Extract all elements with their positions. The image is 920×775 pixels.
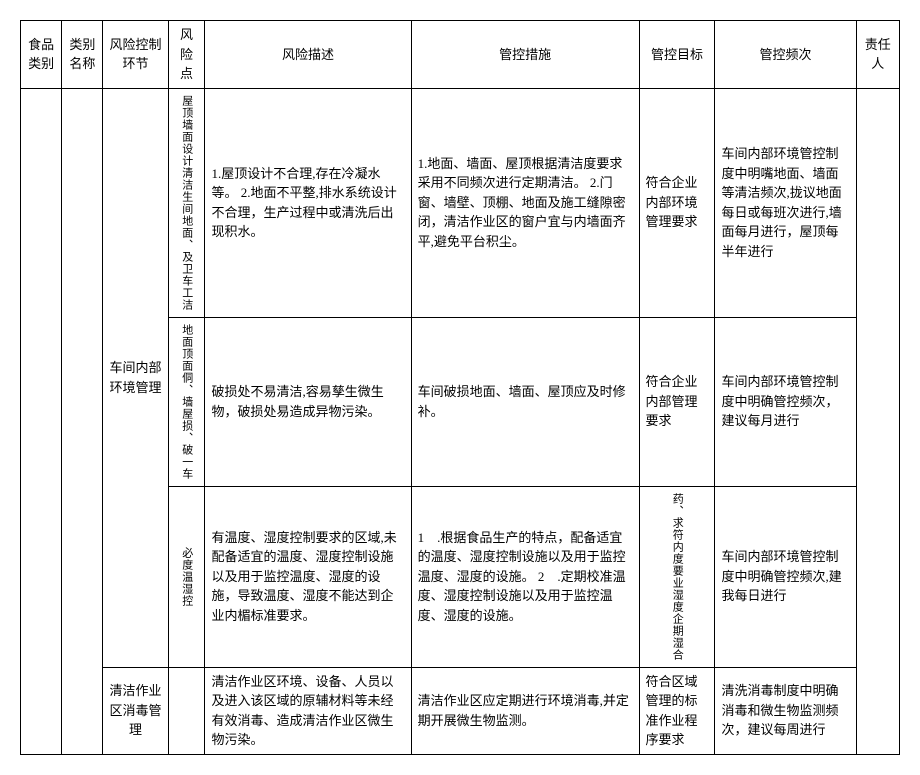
- header-category-name: 类别名称: [62, 21, 103, 89]
- header-food-category: 食品类别: [21, 21, 62, 89]
- cell-freq: 清洗消毒制度中明确消毒和微生物监测频次，建议每周进行: [715, 667, 856, 754]
- cell-measure: 清洁作业区应定期进行环境消毒,并定期开展微生物监测。: [411, 667, 639, 754]
- cell-risk-point: 屋顶墙面设计清洁生间地面、及卫车工洁: [168, 88, 205, 317]
- header-measure: 管控措施: [411, 21, 639, 89]
- cell-risk-desc: 1.屋顶设计不合理,存在冷凝水等。 2.地面不平整,排水系统设计不合理，生产过程…: [205, 88, 411, 317]
- cell-freq: 车间内部环境管控制度中明嘴地面、墙面等清洁频次,拢议地面每日或每班次进行,墙面每…: [715, 88, 856, 317]
- cell-measure: 1 .根据食品生产的特点，配备适宜的温度、湿度控制设施以及用于监控温度、湿度的设…: [411, 486, 639, 667]
- table-row: 清洁作业区消毒管理 清洁作业区环境、设备、人员以及进入该区域的原辅材料等未经有效…: [21, 667, 900, 754]
- header-risk-point: 风险点: [168, 21, 205, 89]
- cell-freq: 车间内部环境管控制度中明确管控频次,建我每日进行: [715, 486, 856, 667]
- cell-risk-desc: 有温度、湿度控制要求的区域,未配备适宜的温度、湿度控制设施以及用于监控温度、湿度…: [205, 486, 411, 667]
- cell-freq: 车间内部环境管控制度中明确管控频次，建议每月进行: [715, 317, 856, 486]
- risk-control-table: 食品类别 类别名称 风险控制环节 风险点 风险描述 管控措施 管控目标 管控频次…: [20, 20, 900, 755]
- cell-target: 药、求符内度要业湿度企期湿合: [639, 486, 715, 667]
- header-row: 食品类别 类别名称 风险控制环节 风险点 风险描述 管控措施 管控目标 管控频次…: [21, 21, 900, 89]
- cell-risk-point: [168, 667, 205, 754]
- header-resp: 责任人: [856, 21, 899, 89]
- cell-risk-point: 地面顶面侗、墙屋损、破一车: [168, 317, 205, 486]
- header-risk-desc: 风险描述: [205, 21, 411, 89]
- cell-food-category: [21, 88, 62, 754]
- cell-target: 符合企业内部环境管理要求: [639, 88, 715, 317]
- header-risk-link: 风险控制环节: [103, 21, 168, 89]
- cell-resp: [856, 88, 899, 754]
- cell-category-name: [62, 88, 103, 754]
- cell-risk-desc: 破损处不易清洁,容易孳生微生物，破损处易造成异物污染。: [205, 317, 411, 486]
- cell-risk-desc: 清洁作业区环境、设备、人员以及进入该区域的原辅材料等未经有效消毒、造成清洁作业区…: [205, 667, 411, 754]
- header-target: 管控目标: [639, 21, 715, 89]
- cell-measure: 1.地面、墙面、屋顶根据清洁度要求采用不同频次进行定期清洁。 2.门窗、墙壁、顶…: [411, 88, 639, 317]
- header-freq: 管控频次: [715, 21, 856, 89]
- cell-target: 符合企业内部管理要求: [639, 317, 715, 486]
- cell-measure: 车间破损地面、墙面、屋顶应及时修补。: [411, 317, 639, 486]
- cell-target: 符合区域管理的标准作业程序要求: [639, 667, 715, 754]
- table-row: 车间内部环境管理 屋顶墙面设计清洁生间地面、及卫车工洁 1.屋顶设计不合理,存在…: [21, 88, 900, 317]
- cell-risk-link-sub: 清洁作业区消毒管理: [103, 667, 168, 754]
- cell-risk-link: 车间内部环境管理: [103, 88, 168, 667]
- cell-risk-point: 必度温湿控: [168, 486, 205, 667]
